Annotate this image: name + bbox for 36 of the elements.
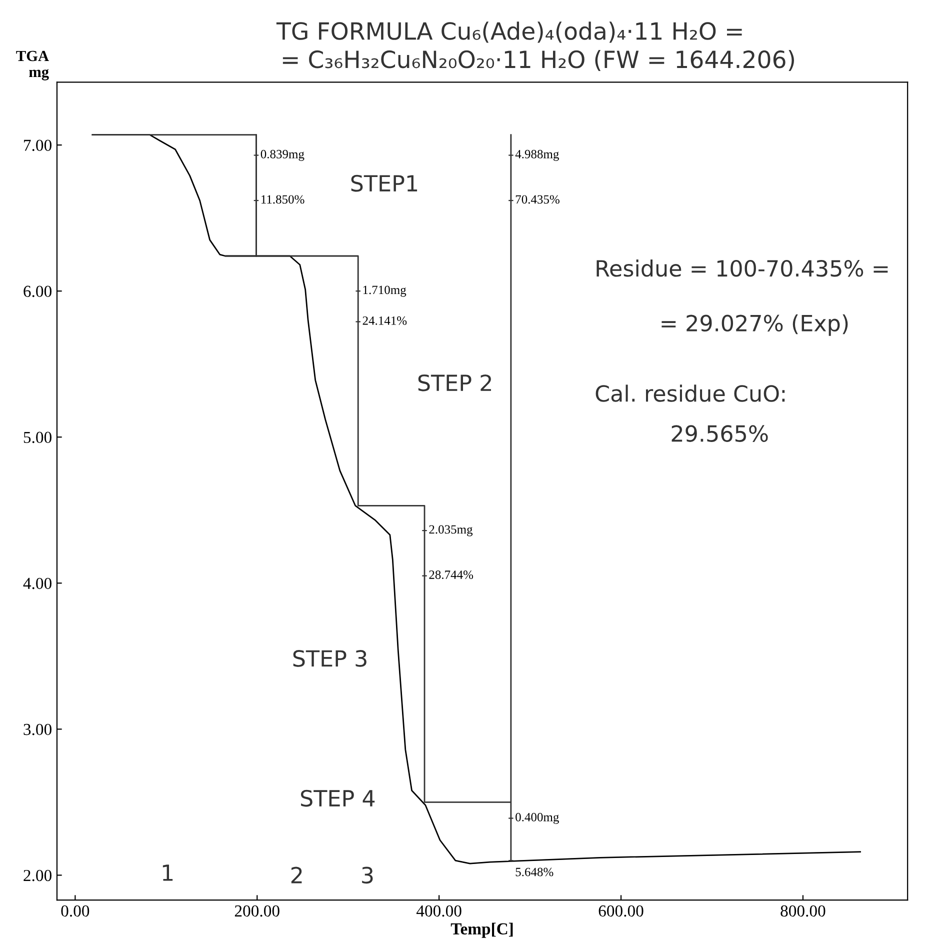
annotation: 0.400mg [516,812,559,824]
y-tick-label: 6.00 [24,286,52,298]
y-tick-label: 2.00 [24,870,52,882]
annotation: 28.744% [429,570,474,579]
annotation: STEP1 [351,174,418,192]
x-tick-label: 600.00 [598,905,644,917]
annotation: 4.988mg [515,150,559,161]
annotation: Residue = 100-70.435% = [596,260,888,277]
chart-title: TG FORMULA Cu₆(Ade)₄(oda)₄·11 H₂O = [276,22,742,43]
y-tick-label: 3.00 [24,724,52,736]
x-axis-title: Temp[C] [450,922,513,938]
x-tick-label: 200.00 [234,905,280,917]
annotation: 2 [291,866,302,884]
y-tick-label: 5.00 [24,432,52,444]
annotation: 24.141% [362,316,407,325]
annotation: 11.850% [261,195,304,204]
annotation: 3 [362,866,373,884]
annotation: 29.565% [672,425,768,442]
annotation: 2.035mg [429,525,473,536]
annotation: STEP 2 [418,374,491,392]
annotation: Cal. residue CuO: [596,384,785,402]
x-tick-label: 400.00 [416,905,462,917]
y-tick-label: 4.00 [23,578,52,590]
annotation: 70.435% [516,195,560,204]
annotation: = 29.027% (Exp) [662,314,848,336]
annotation: STEP 4 [300,790,375,807]
annotation: STEP 3 [293,650,366,667]
annotation: 0.839mg [260,150,304,161]
chart-subtitle: = C₃₆H₃₂Cu₆N₂₀O₂₀·11 H₂O (FW = 1644.206) [282,50,794,72]
annotation: 5.648% [516,868,554,876]
y-tick-label: 7.00 [24,140,52,152]
x-tick-label: 0.00 [61,905,90,917]
y-axis-title: TGA mg [16,50,49,80]
x-tick-label: 800.00 [780,905,826,917]
annotation: 1 [162,864,173,881]
annotation: 1.710mg [363,286,406,297]
